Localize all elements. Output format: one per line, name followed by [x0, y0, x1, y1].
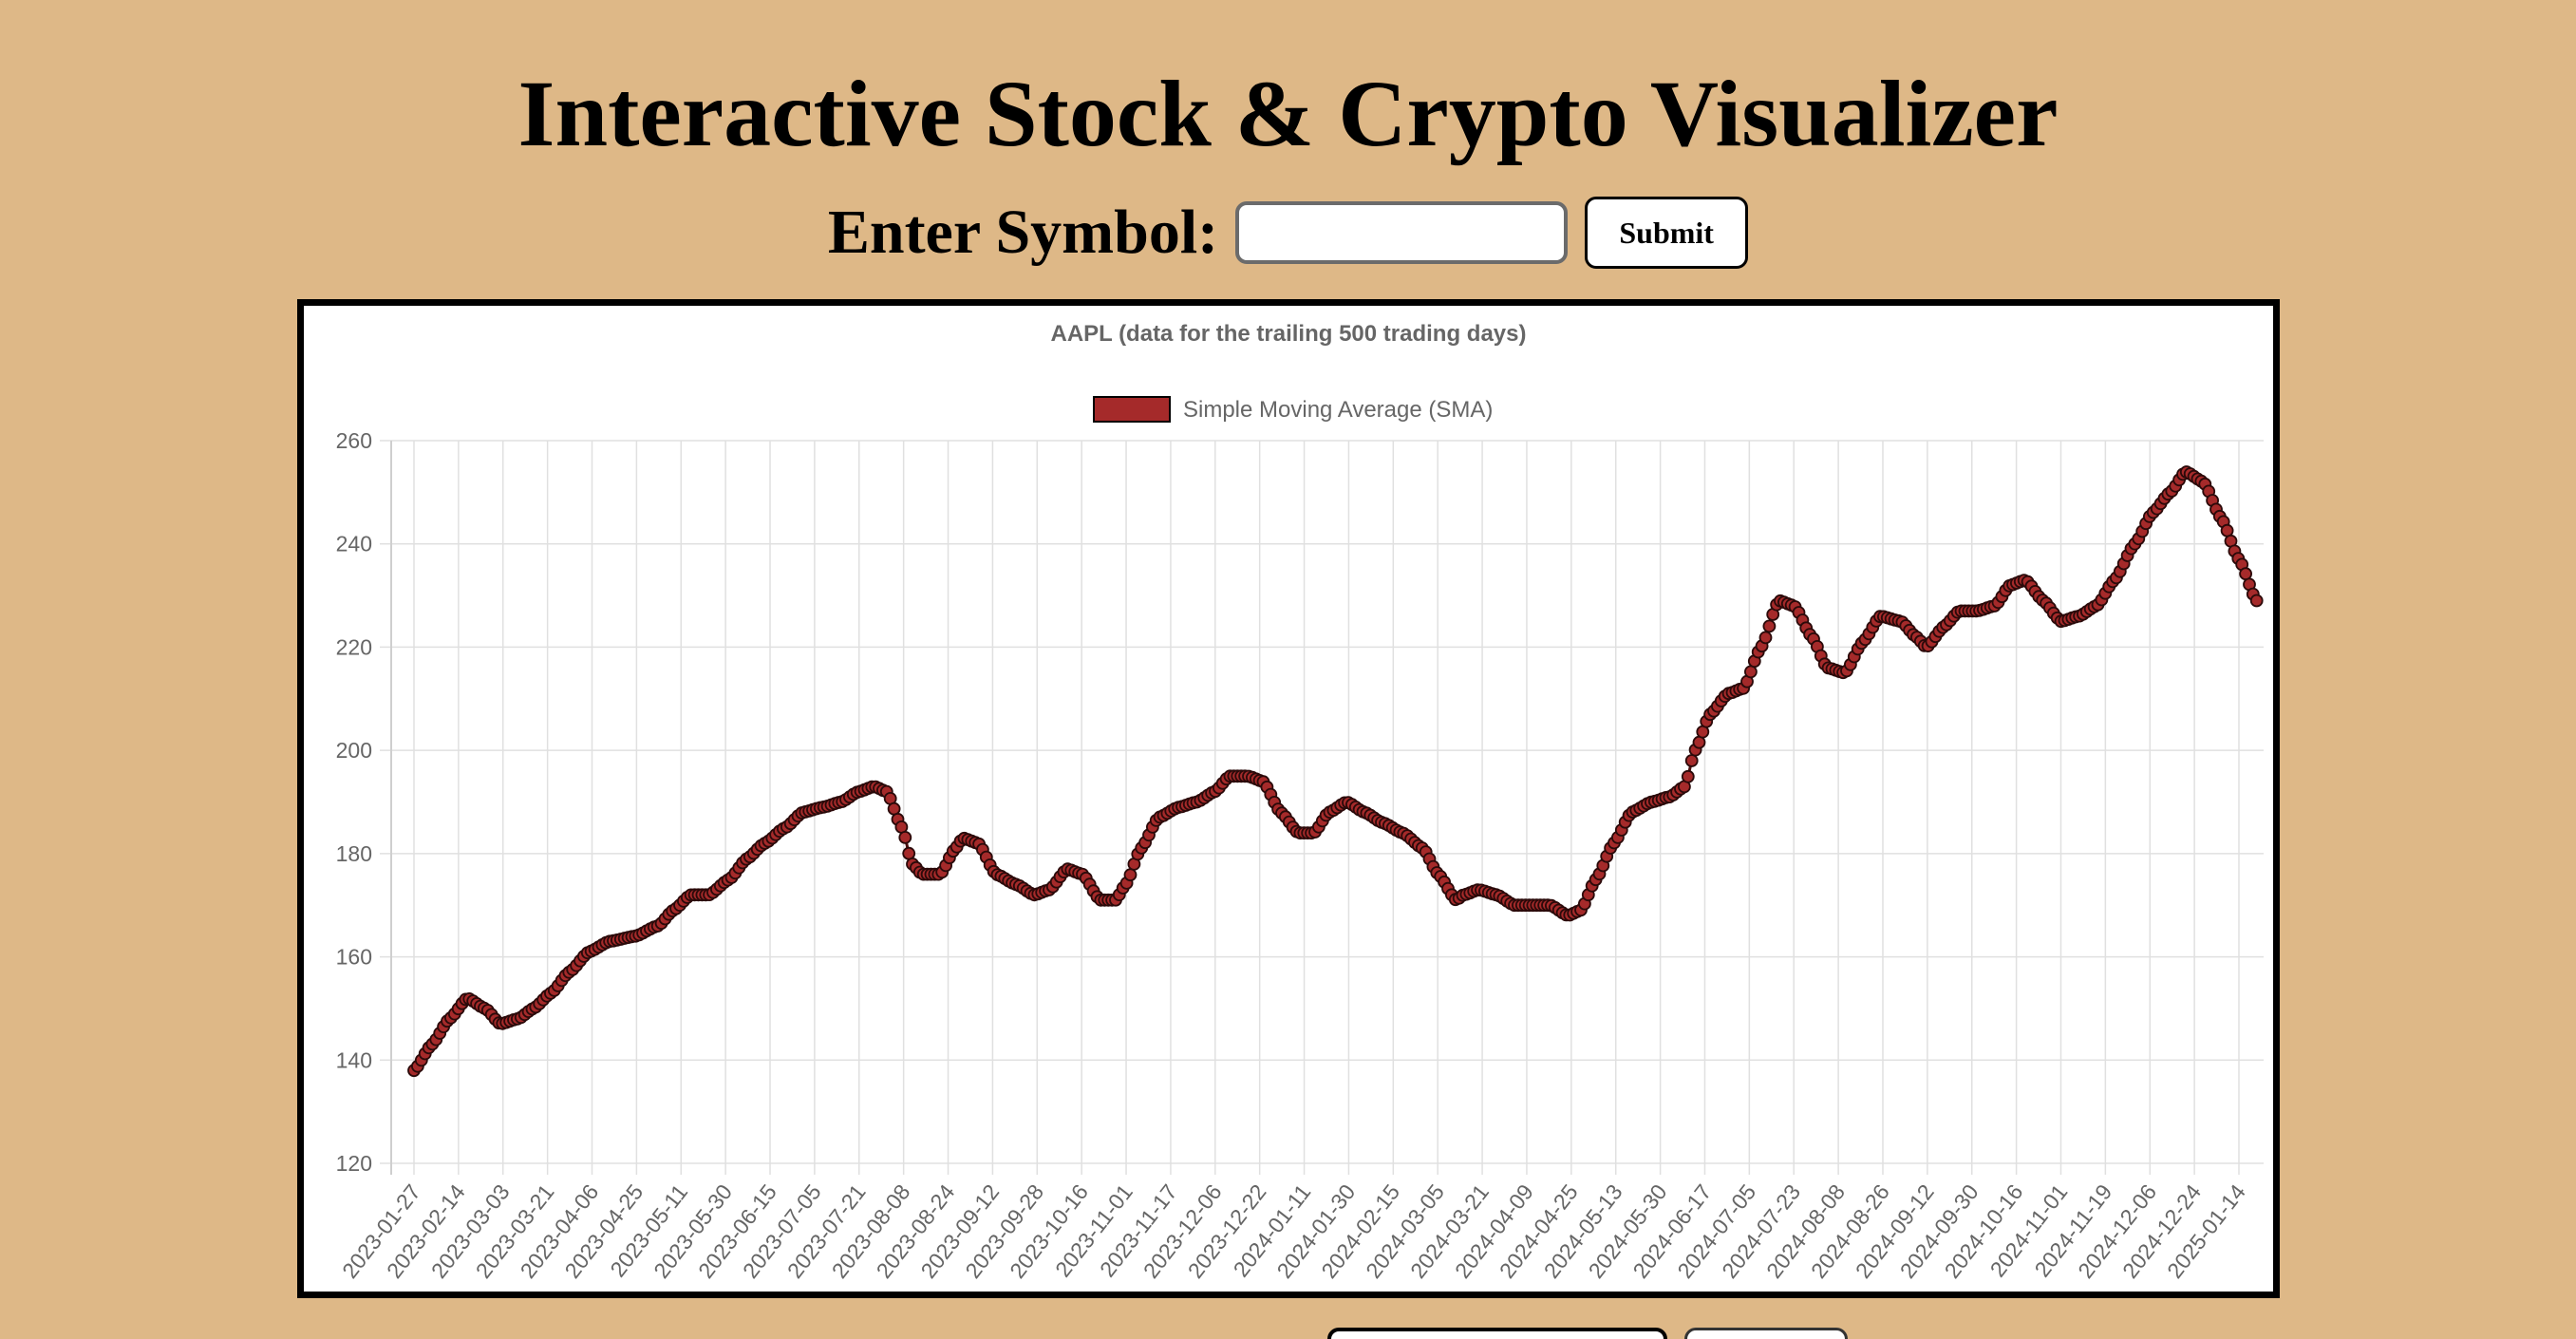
- chart-title: AAPL (data for the trailing 500 trading …: [1051, 321, 1527, 347]
- sma-point[interactable]: [1744, 665, 1758, 679]
- stock-chart[interactable]: AAPL (data for the trailing 500 trading …: [304, 306, 2273, 1292]
- sma-point[interactable]: [887, 802, 901, 816]
- x-axis: 2023-01-272023-02-142023-03-032023-03-21…: [337, 1179, 2250, 1283]
- y-tick-label: 260: [336, 428, 372, 453]
- sma-series[interactable]: [407, 465, 2264, 1078]
- symbol-label: Enter Symbol:: [827, 198, 1219, 267]
- sma-line: [412, 470, 2259, 1072]
- secondary-button[interactable]: [1684, 1328, 1848, 1339]
- sma-point[interactable]: [1692, 735, 1706, 749]
- sma-point[interactable]: [1762, 619, 1777, 633]
- sma-point[interactable]: [2239, 567, 2252, 581]
- y-tick-label: 240: [336, 532, 372, 556]
- sma-point[interactable]: [902, 846, 916, 860]
- y-tick-label: 220: [336, 634, 372, 659]
- sma-point[interactable]: [1684, 754, 1699, 767]
- legend-label[interactable]: Simple Moving Average (SMA): [1183, 397, 1493, 423]
- bottom-form: [0, 1328, 2576, 1339]
- legend-swatch[interactable]: [1093, 396, 1171, 423]
- y-axis: 120 140 160 180 200 220 240 260: [336, 428, 372, 1176]
- sma-point[interactable]: [2220, 523, 2234, 537]
- symbol-form: Enter Symbol: Submit: [0, 195, 2576, 271]
- chart-grid: [380, 440, 2264, 1175]
- y-tick-label: 140: [336, 1047, 372, 1072]
- sma-point[interactable]: [2249, 594, 2264, 608]
- sma-point[interactable]: [1123, 868, 1138, 882]
- secondary-input[interactable]: [1327, 1328, 1667, 1339]
- chart-container: AAPL (data for the trailing 500 trading …: [297, 299, 2280, 1298]
- submit-button[interactable]: Submit: [1585, 197, 1749, 269]
- y-tick-label: 120: [336, 1151, 372, 1176]
- page-title: Interactive Stock & Crypto Visualizer: [517, 61, 2059, 166]
- y-tick-label: 160: [336, 945, 372, 970]
- sma-point[interactable]: [1758, 631, 1773, 645]
- sma-point[interactable]: [1681, 769, 1695, 783]
- symbol-input[interactable]: [1235, 201, 1569, 264]
- y-tick-label: 180: [336, 841, 372, 866]
- y-tick-label: 200: [336, 738, 372, 763]
- sma-point[interactable]: [898, 831, 912, 844]
